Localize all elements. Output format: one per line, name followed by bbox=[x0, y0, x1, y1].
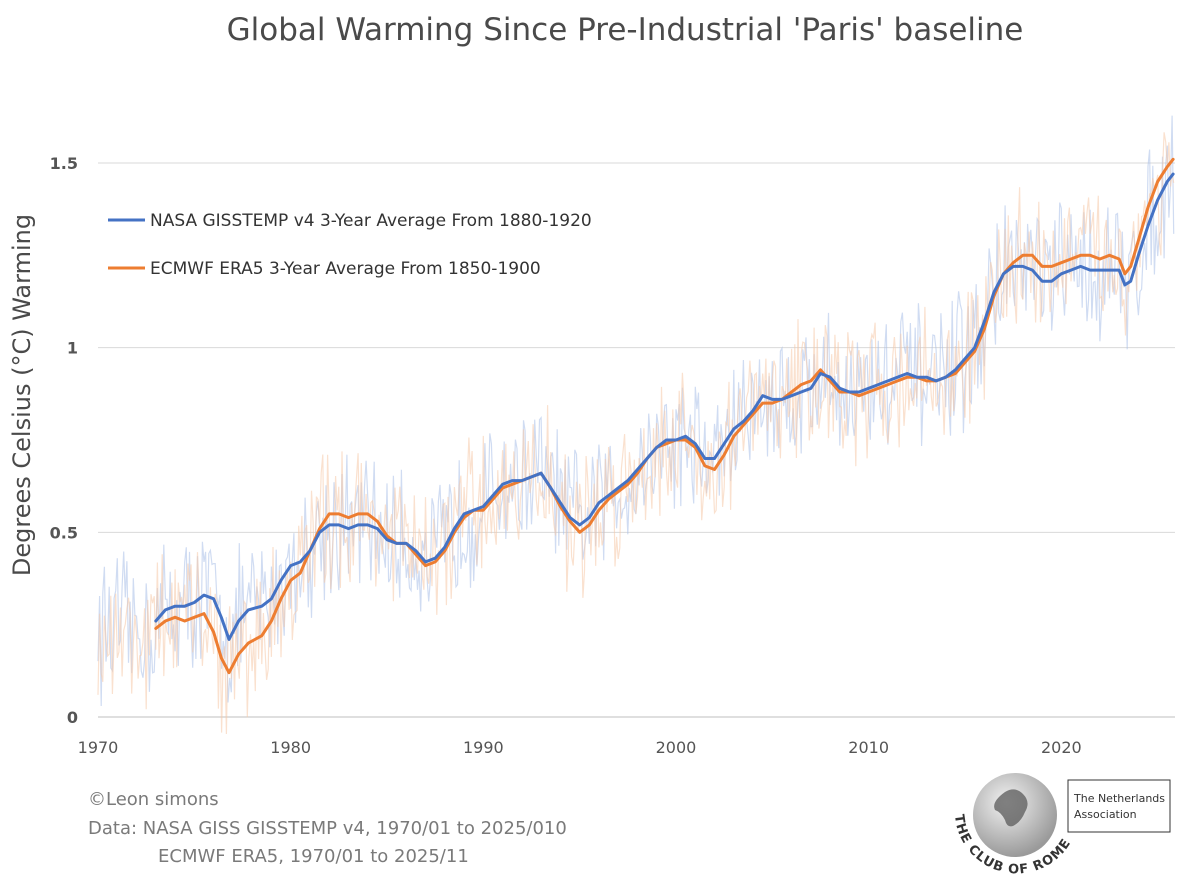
noise-line-1 bbox=[97, 132, 1175, 735]
legend-label-era5: ECMWF ERA5 3-Year Average From 1850-1900 bbox=[150, 259, 541, 279]
chart-title: Global Warming Since Pre-Industrial 'Par… bbox=[227, 12, 1024, 48]
y-tick-label: 1.5 bbox=[50, 154, 78, 173]
y-tick-label: 0 bbox=[67, 708, 78, 727]
x-tick-labels: 1970 1980 1990 2000 2010 2020 bbox=[78, 738, 1082, 757]
series-lines bbox=[154, 157, 1175, 675]
y-tick-labels: 0 0.5 1 1.5 bbox=[50, 154, 78, 727]
gridlines bbox=[98, 162, 1175, 533]
credit-data-line-2: ECMWF ERA5, 1970/01 to 2025/11 bbox=[158, 846, 469, 867]
x-tick-label: 2020 bbox=[1041, 738, 1082, 757]
x-tick-label: 2010 bbox=[848, 738, 889, 757]
y-tick-label: 0.5 bbox=[50, 523, 78, 542]
x-tick-label: 1970 bbox=[78, 738, 119, 757]
credits: ©Leon simons Data: NASA GISS GISSTEMP v4… bbox=[88, 789, 567, 867]
series-line-0 bbox=[154, 172, 1175, 641]
logo-box-line-1: The Netherlands bbox=[1073, 792, 1165, 805]
credit-data-line-1: Data: NASA GISS GISSTEMP v4, 1970/01 to … bbox=[88, 818, 567, 839]
credit-author: ©Leon simons bbox=[88, 789, 219, 810]
globe-continent-shape bbox=[994, 789, 1028, 827]
club-of-rome-logo: THE CLUB OF ROME The Netherlands Associa… bbox=[951, 773, 1171, 878]
y-axis-label: Degrees Celsius (°C) Warming bbox=[8, 214, 36, 576]
series-line-1 bbox=[154, 157, 1175, 675]
monthly-noise-background bbox=[97, 115, 1175, 735]
logo-box-line-2: Association bbox=[1074, 808, 1137, 821]
x-tick-label: 2000 bbox=[656, 738, 697, 757]
legend: NASA GISSTEMP v4 3-Year Average From 188… bbox=[108, 211, 592, 279]
x-tick-label: 1980 bbox=[270, 738, 311, 757]
y-tick-label: 1 bbox=[67, 339, 78, 358]
legend-label-nasa: NASA GISSTEMP v4 3-Year Average From 188… bbox=[150, 211, 592, 231]
x-tick-label: 1990 bbox=[463, 738, 504, 757]
logo-box bbox=[1067, 779, 1171, 833]
